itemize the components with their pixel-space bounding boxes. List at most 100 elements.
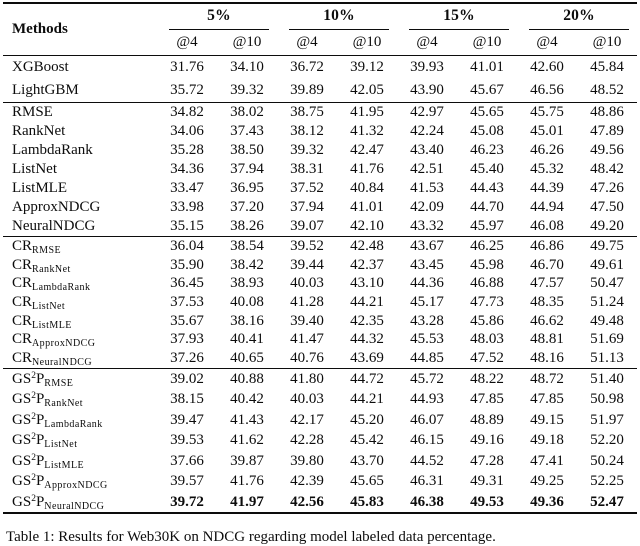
- method-cell: CRListMLE: [12, 312, 72, 331]
- value-cell: 42.24: [410, 123, 444, 139]
- method-cell: CRLambdaRank: [12, 275, 91, 294]
- value-cell: 52.20: [590, 432, 624, 449]
- value-cell: 45.65: [350, 473, 384, 490]
- value-cell: 49.61: [590, 256, 624, 273]
- table-row: LightGBM 35.72 39.32 39.89 42.05 43.90 45.67 46…: [3, 79, 637, 103]
- value-cell: 47.52: [470, 349, 504, 366]
- value-cell: 43.40: [410, 142, 444, 158]
- value-cell: 47.50: [590, 199, 624, 215]
- value-cell: 42.05: [350, 82, 384, 98]
- value-cell: 48.81: [530, 331, 564, 348]
- value-cell: 39.52: [290, 237, 324, 254]
- value-cell: 45.17: [410, 293, 444, 310]
- value-cell: 45.32: [530, 161, 564, 177]
- value-cell: 37.66: [170, 452, 204, 469]
- value-cell: 46.86: [530, 237, 564, 254]
- method-cell: GS2PListNet: [12, 432, 78, 451]
- method-cell: RankNet: [12, 123, 66, 139]
- table-row: RMSE 34.82 38.02 38.75 41.95 42.97 45.65 45.75 4…: [3, 103, 637, 123]
- method-cell: CRNeuralNDCG: [12, 349, 93, 368]
- value-cell: 45.40: [470, 161, 504, 177]
- value-cell: 49.56: [590, 142, 624, 158]
- value-cell: 44.52: [410, 452, 444, 469]
- value-cell: 44.36: [410, 275, 444, 292]
- value-cell: 41.95: [350, 104, 384, 120]
- results-table: Methods 5% 10% 15% 20% @4 @10 @4 @10: [3, 2, 637, 515]
- value-cell: 33.47: [170, 180, 204, 196]
- value-cell: 45.97: [470, 218, 504, 234]
- value-cell: 43.67: [410, 237, 444, 254]
- value-cell: 37.94: [230, 161, 264, 177]
- subscript: ListNet: [32, 300, 66, 312]
- table-section: CRRMSE 36.04 38.54 39.52 42.48 43.67 46.25 46.8…: [3, 236, 637, 369]
- value-cell: 42.48: [350, 237, 384, 254]
- value-cell: 47.41: [530, 452, 564, 469]
- subscript: LambdaRank: [44, 418, 103, 430]
- method-cell: GS2PRankNet: [12, 391, 83, 410]
- value-cell: 47.26: [590, 180, 624, 196]
- superscript: 2: [31, 473, 36, 484]
- value-cell: 37.52: [290, 180, 324, 196]
- value-cell: 31.76: [170, 59, 204, 75]
- superscript: 2: [31, 493, 36, 504]
- table-header: Methods 5% 10% 15% 20% @4 @10 @4 @10: [3, 3, 637, 56]
- value-cell: 37.53: [170, 293, 204, 310]
- value-cell: 41.43: [230, 411, 264, 428]
- value-cell: 49.31: [470, 473, 504, 490]
- value-cell: 52.25: [590, 473, 624, 490]
- value-cell: 39.12: [350, 59, 384, 75]
- value-cell: 34.06: [170, 123, 204, 139]
- metric-header: @10: [592, 34, 622, 50]
- metric-header: @4: [296, 34, 318, 50]
- value-cell: 38.26: [230, 218, 264, 234]
- value-cell: 37.43: [230, 123, 264, 139]
- group-header-row: Methods 5% 10% 15% 20%: [3, 3, 637, 37]
- group-label: 15%: [409, 4, 509, 30]
- value-cell: 49.53: [470, 493, 504, 510]
- value-cell: 43.32: [410, 218, 444, 234]
- value-cell: 49.36: [530, 493, 564, 510]
- value-cell: 44.94: [530, 199, 564, 215]
- value-cell: 40.84: [350, 180, 384, 196]
- value-cell: 39.07: [290, 218, 324, 234]
- value-cell: 47.73: [470, 293, 504, 310]
- value-cell: 41.62: [230, 432, 264, 449]
- method-cell: GS2PListMLE: [12, 452, 85, 471]
- method-cell: ApproxNDCG: [12, 199, 101, 215]
- value-cell: 39.53: [170, 432, 204, 449]
- value-cell: 36.72: [290, 59, 324, 75]
- method-cell: GS2PNeuralNDCG: [12, 493, 105, 512]
- value-cell: 45.84: [590, 59, 624, 75]
- value-cell: 47.89: [590, 123, 624, 139]
- table-row: GS2PRankNet 38.15 40.42 40.03 44.21 44.93 47.8…: [3, 389, 637, 410]
- value-cell: 35.90: [170, 256, 204, 273]
- value-cell: 41.01: [350, 199, 384, 215]
- value-cell: 51.97: [590, 411, 624, 428]
- method-cell: NeuralNDCG: [12, 218, 96, 234]
- metric-header: @10: [472, 34, 502, 50]
- value-cell: 48.89: [470, 411, 504, 428]
- value-cell: 39.47: [170, 411, 204, 428]
- value-cell: 49.48: [590, 312, 624, 329]
- value-cell: 38.75: [290, 104, 324, 120]
- value-cell: 46.62: [530, 312, 564, 329]
- value-cell: 42.28: [290, 432, 324, 449]
- value-cell: 51.13: [590, 349, 624, 366]
- value-cell: 46.15: [410, 432, 444, 449]
- table-section: RMSE 34.82 38.02 38.75 41.95 42.97 45.65 45.75 4…: [3, 102, 637, 237]
- value-cell: 39.80: [290, 452, 324, 469]
- value-cell: 44.32: [350, 331, 384, 348]
- value-cell: 40.42: [230, 391, 264, 408]
- table-row: GS2PListNet 39.53 41.62 42.28 45.42 46.15 49.1…: [3, 430, 637, 451]
- value-cell: 41.76: [230, 473, 264, 490]
- subscript: RMSE: [32, 244, 62, 256]
- metric-header: @10: [352, 34, 382, 50]
- table-row: CRLambdaRank 36.45 38.93 40.03 43.10 44.36 46.…: [3, 274, 637, 293]
- method-cell: CRRMSE: [12, 237, 62, 256]
- value-cell: 45.01: [530, 123, 564, 139]
- value-cell: 42.17: [290, 411, 324, 428]
- group-label: 10%: [289, 4, 389, 30]
- value-cell: 35.15: [170, 218, 204, 234]
- value-cell: 45.86: [470, 312, 504, 329]
- value-cell: 42.60: [530, 59, 564, 75]
